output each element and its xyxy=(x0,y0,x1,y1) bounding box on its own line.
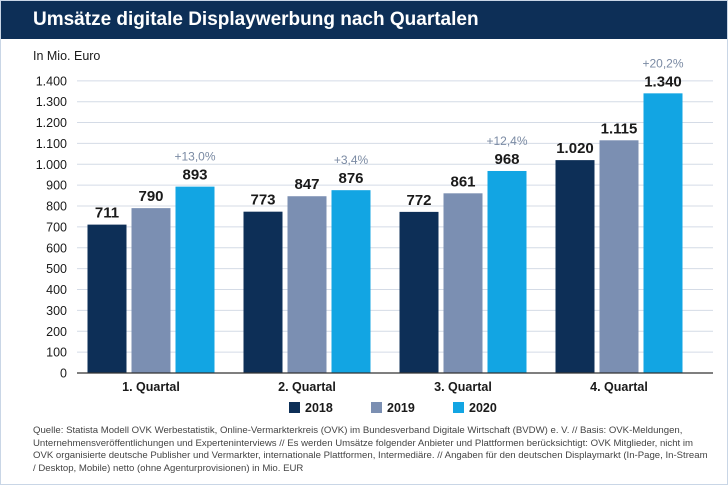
bar-2019-q3 xyxy=(443,193,483,373)
growth-annotation: +20,2% xyxy=(642,56,683,70)
bar-2020-q3 xyxy=(487,170,527,373)
y-axis-unit-label: In Mio. Euro xyxy=(33,49,100,63)
growth-annotation: +13,0% xyxy=(174,150,215,164)
chart-header: Umsätze digitale Displaywerbung nach Qua… xyxy=(1,1,727,39)
y-tick-label: 1.200 xyxy=(36,116,67,130)
y-tick-label: 0 xyxy=(60,367,67,381)
y-tick-label: 400 xyxy=(46,283,67,297)
value-label: 847 xyxy=(294,176,319,193)
value-label: 1.340 xyxy=(644,73,682,90)
value-label: 790 xyxy=(138,188,163,205)
legend-swatch-2018 xyxy=(289,402,300,413)
y-tick-label: 900 xyxy=(46,179,67,193)
y-tick-label: 500 xyxy=(46,262,67,276)
bar-2019-q4 xyxy=(599,140,639,373)
y-tick-label: 800 xyxy=(46,200,67,214)
category-label: 3. Quartal xyxy=(434,380,492,394)
category-label: 2. Quartal xyxy=(278,380,336,394)
legend-swatch-2019 xyxy=(371,402,382,413)
legend-label-2018: 2018 xyxy=(305,401,333,415)
legend-label-2020: 2020 xyxy=(469,401,497,415)
y-tick-label: 700 xyxy=(46,220,67,234)
y-tick-label: 300 xyxy=(46,304,67,318)
value-label: 893 xyxy=(182,167,207,184)
value-label: 772 xyxy=(406,192,431,209)
value-label: 968 xyxy=(494,151,519,168)
value-label: 861 xyxy=(450,173,475,190)
bar-2020-q1 xyxy=(175,186,215,373)
y-tick-label: 1.300 xyxy=(36,95,67,109)
bar-2019-q2 xyxy=(287,196,327,373)
category-label: 4. Quartal xyxy=(590,380,648,394)
bar-2019-q1 xyxy=(131,208,171,373)
growth-annotation: +12,4% xyxy=(486,134,527,148)
y-tick-label: 1.000 xyxy=(36,158,67,172)
value-label: 1.020 xyxy=(556,140,594,157)
bar-2018-q2 xyxy=(243,211,283,373)
source-note: Quelle: Statista Modell OVK Werbestatist… xyxy=(33,425,708,474)
value-label: 711 xyxy=(95,205,119,222)
legend-label-2019: 2019 xyxy=(387,401,415,415)
category-label: 1. Quartal xyxy=(122,380,180,394)
bar-chart: In Mio. Euro 0 100 200 300 400 500 600 700 800 900… xyxy=(33,49,713,415)
value-label: 1.115 xyxy=(601,120,638,137)
y-tick-label: 200 xyxy=(46,325,67,339)
bar-2018-q1 xyxy=(87,224,127,373)
bar-2020-q2 xyxy=(331,190,371,373)
y-tick-label: 1.400 xyxy=(36,74,67,88)
value-label: 773 xyxy=(250,192,275,209)
legend-swatch-2020 xyxy=(453,402,464,413)
chart-title: Umsätze digitale Displaywerbung nach Qua… xyxy=(33,9,479,30)
y-tick-label: 600 xyxy=(46,241,67,255)
bar-2018-q3 xyxy=(399,211,439,373)
growth-annotation: +3,4% xyxy=(334,153,369,167)
bar-2018-q4 xyxy=(555,160,595,373)
value-label: 876 xyxy=(338,170,363,187)
bar-2020-q4 xyxy=(643,93,683,374)
y-tick-label: 100 xyxy=(46,346,67,360)
y-tick-label: 1.100 xyxy=(36,137,67,151)
